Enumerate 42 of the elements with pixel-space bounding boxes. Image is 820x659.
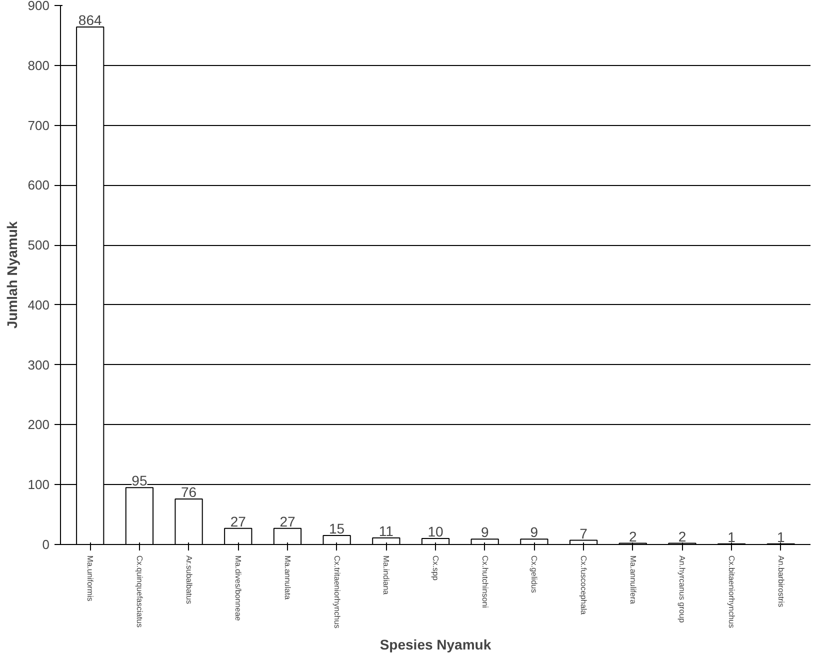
y-tick-label: 800 [28, 58, 50, 73]
data-label: 2 [678, 528, 686, 544]
x-tick-label: Cx.hutchinsoni [480, 556, 490, 608]
x-tick-label: Ma.annulifera [628, 556, 638, 605]
x-tick-label: Cx.spp [431, 556, 440, 581]
y-tick-label: 600 [28, 178, 50, 193]
data-label: 1 [728, 528, 736, 545]
data-label: 76 [181, 484, 197, 500]
x-tick-label: Ma.uniformis [86, 556, 95, 602]
data-label: 1 [777, 528, 785, 545]
x-tick-label: An.barbirostris [776, 556, 786, 608]
data-label: 15 [329, 520, 345, 537]
x-tick-label: Cx.tritaeniorhynchus [332, 556, 342, 628]
x-tick-label: An.hyrcanus group [678, 556, 687, 624]
x-tick-label: Cx.quinquefasciatus [134, 556, 144, 628]
x-tick-label: Cx.fuscocephala [579, 556, 588, 616]
data-label: 11 [378, 522, 394, 539]
data-label: 27 [230, 513, 246, 530]
data-label: 7 [580, 525, 588, 542]
y-tick-label: 700 [28, 118, 50, 133]
y-tick-label: 200 [28, 417, 50, 432]
x-tick-label: Cx.gelidus [530, 556, 539, 593]
data-label: 9 [530, 524, 538, 540]
x-tick-label: Cx.bitaeniorhynchus [727, 556, 736, 628]
y-tick-label: 300 [28, 357, 50, 372]
data-label: 9 [480, 524, 489, 540]
x-tick-label: Ma.indiana [382, 556, 391, 596]
x-tick-label: Ar.subalbatus [184, 556, 194, 604]
y-axis-title: Jumlah Nyamuk [4, 221, 20, 329]
x-tick-label: Ma.annulata [282, 556, 292, 600]
y-tick-label: 900 [28, 0, 50, 13]
y-tick-label: 500 [28, 238, 50, 253]
data-label: 27 [280, 513, 296, 530]
data-label: 10 [428, 524, 444, 540]
x-tick-label: Ma.dives/bonneae [234, 556, 243, 622]
y-tick-label: 0 [42, 537, 50, 552]
y-tick-label: 400 [28, 297, 50, 312]
data-label: 864 [78, 12, 102, 28]
data-label: 2 [628, 528, 637, 544]
y-tick-label: 100 [28, 477, 50, 492]
x-axis-title: Spesies Nyamuk [380, 636, 492, 652]
data-label: 95 [132, 472, 148, 489]
